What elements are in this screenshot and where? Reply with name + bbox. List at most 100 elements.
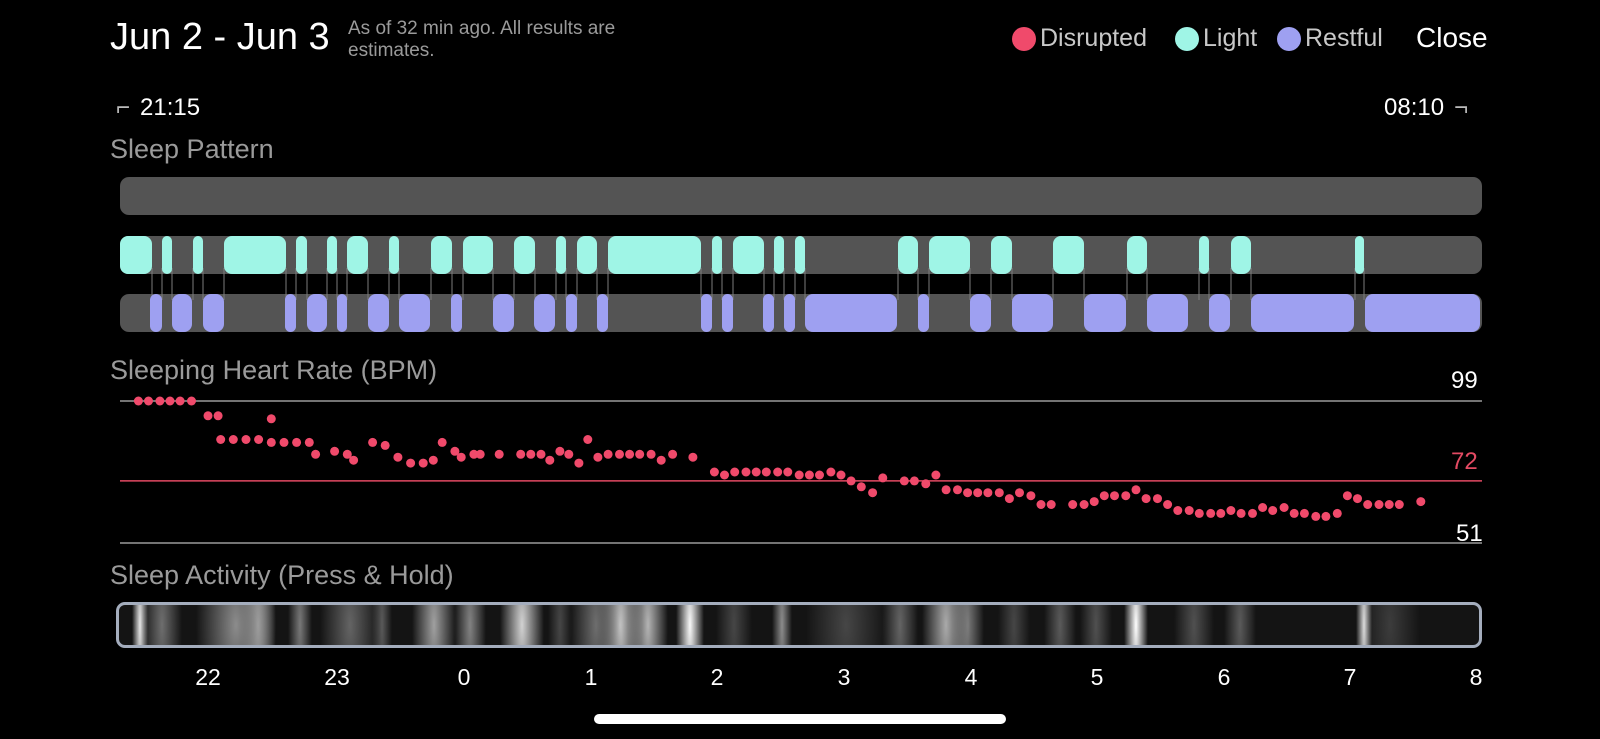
light-sleep-segment <box>774 236 784 274</box>
restful-sleep-segment <box>1147 294 1188 332</box>
hr-data-point <box>783 467 793 477</box>
hr-data-point <box>856 482 866 492</box>
hr-data-point <box>266 414 276 424</box>
sleep-activity-title: Sleep Activity (Press & Hold) <box>110 560 454 590</box>
light-sleep-segment <box>733 236 764 274</box>
light-sleep-segment <box>556 236 566 274</box>
restful-sleep-segment <box>701 294 712 332</box>
hr-data-point <box>878 473 888 483</box>
light-sleep-segment <box>712 236 722 274</box>
hr-data-point <box>165 396 175 406</box>
restful-sleep-segment <box>172 294 192 332</box>
hr-data-point <box>187 396 196 406</box>
hr-data-point <box>555 446 565 456</box>
restful-sleep-segment <box>368 294 389 332</box>
hr-data-point <box>1026 491 1036 501</box>
close-button[interactable]: Close <box>1416 22 1488 53</box>
hr-data-point <box>1311 511 1321 521</box>
light-sleep-segment <box>1231 236 1251 274</box>
light-sleep-segment <box>991 236 1012 274</box>
start-time: ⌐ 21:15 <box>116 94 200 122</box>
hr-data-point <box>963 488 973 498</box>
hr-data-point <box>1194 508 1204 518</box>
hr-data-point <box>213 411 223 421</box>
hr-data-point <box>909 476 919 486</box>
hr-data-point <box>368 437 378 447</box>
hr-data-point <box>1004 494 1014 504</box>
hr-data-point <box>133 396 143 406</box>
hr-avg-label: 72 <box>1451 448 1478 475</box>
hr-data-point <box>1015 488 1024 498</box>
hr-data-point <box>1153 494 1162 504</box>
restful-sleep-segment <box>918 294 929 332</box>
light-sleep-segment <box>577 236 597 274</box>
hr-data-point <box>973 488 983 498</box>
hr-data-point <box>1141 494 1151 504</box>
start-time-label: 21:15 <box>140 94 201 121</box>
x-tick-label: 6 <box>1217 664 1231 690</box>
restful-sleep-segment <box>1365 294 1480 332</box>
restful-sleep-segment <box>566 294 577 332</box>
hr-data-point <box>603 449 613 459</box>
hr-data-point <box>815 470 824 480</box>
home-indicator[interactable] <box>594 714 1006 724</box>
sleep-activity-strip[interactable] <box>116 602 1482 648</box>
restful-sleep-segment <box>1251 294 1354 332</box>
restful-sleep-segment <box>493 294 514 332</box>
restful-sleep-segment <box>805 294 897 332</box>
restful-sleep-segment <box>1209 294 1230 332</box>
light-sleep-segment <box>389 236 399 274</box>
hr-data-point <box>1036 500 1046 509</box>
restful-sleep-segment <box>399 294 430 332</box>
stage-connectors <box>151 268 1365 300</box>
hr-data-point <box>1099 491 1109 501</box>
restful-sleep-segment <box>784 294 795 332</box>
hr-data-point <box>1131 485 1141 495</box>
hr-data-point <box>1384 500 1394 509</box>
hr-data-point <box>1121 491 1131 501</box>
start-bracket-icon: ⌐ <box>116 94 131 121</box>
hr-data-point <box>688 452 698 462</box>
restful-dot-icon <box>1277 26 1301 51</box>
hr-data-point <box>1163 500 1173 509</box>
hr-data-point <box>304 437 314 447</box>
hr-data-point <box>583 435 593 444</box>
hr-data-point <box>1184 506 1194 515</box>
light-sleep-segment <box>795 236 805 274</box>
hr-data-point <box>804 470 814 480</box>
light-sleep-segment <box>463 236 493 274</box>
hr-data-point <box>1068 500 1078 509</box>
hr-data-point <box>428 455 438 465</box>
legend-disrupted-label: Disrupted <box>1040 24 1147 52</box>
hr-data-point <box>1248 508 1257 518</box>
hr-data-point <box>1110 491 1119 501</box>
x-tick-label: 3 <box>837 664 851 690</box>
hr-data-point <box>536 449 546 459</box>
hr-data-point <box>1342 491 1352 501</box>
hr-data-point <box>1173 506 1183 515</box>
hr-data-point <box>175 396 185 406</box>
restful-sleep-segment <box>970 294 991 332</box>
heart-rate-chart[interactable] <box>0 380 1600 550</box>
end-time: 08:10 ¬ <box>1384 94 1468 122</box>
hr-data-point <box>311 449 321 459</box>
hr-data-point <box>1046 500 1056 509</box>
x-tick-label: 7 <box>1343 664 1357 690</box>
hr-data-point <box>646 449 656 459</box>
hr-data-point <box>794 470 804 480</box>
hr-data-point <box>941 485 951 495</box>
restful-sleep-segment <box>451 294 462 332</box>
light-dot-icon <box>1175 26 1199 51</box>
legend-disrupted: Disrupted <box>1012 24 1147 53</box>
end-time-label: 08:10 <box>1384 94 1445 121</box>
light-sleep-segment <box>162 236 172 274</box>
restful-sleep-segment <box>534 294 555 332</box>
x-tick-label: 1 <box>584 664 598 690</box>
legend-restful: Restful <box>1277 24 1383 53</box>
hr-data-point <box>983 488 993 498</box>
hr-data-point <box>469 449 479 459</box>
hr-data-point <box>564 449 574 459</box>
hr-data-point <box>1258 503 1268 512</box>
hr-data-point <box>1268 506 1278 515</box>
hr-data-point <box>921 479 931 489</box>
